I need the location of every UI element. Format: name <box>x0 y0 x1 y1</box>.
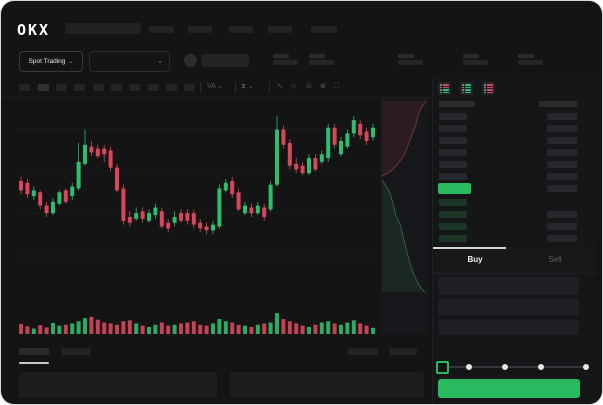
ticker-stat-1 <box>273 54 298 65</box>
ticker-stat-5 <box>518 54 543 65</box>
toolbar-divider <box>235 82 236 93</box>
search-input[interactable] <box>65 23 141 34</box>
total-input[interactable] <box>438 319 579 335</box>
history-table-placeholder <box>230 372 424 398</box>
buy-tab-underline <box>433 247 506 249</box>
ask-row-amount <box>547 137 577 144</box>
indicator-dropdown[interactable]: ⧗ ⌄ <box>241 83 254 90</box>
ask-row-amount <box>547 125 577 132</box>
product-selector-button[interactable]: Spot Trading ⌄ <box>19 51 83 72</box>
ticker-stat-4 <box>463 54 488 65</box>
toolbar-divider <box>200 82 201 93</box>
bottom-link-1[interactable] <box>348 348 378 355</box>
pair-name-placeholder <box>201 54 249 67</box>
book-header-price <box>439 101 475 107</box>
book-bids-icon[interactable] <box>460 82 473 95</box>
ask-row[interactable] <box>439 125 467 132</box>
chevron-down-icon: ⌄ <box>157 58 163 65</box>
ask-row-amount <box>547 161 577 168</box>
nav-item-1[interactable] <box>149 26 174 33</box>
price-input[interactable] <box>438 277 579 295</box>
bid-row-amount <box>547 211 577 218</box>
ask-row[interactable] <box>439 137 467 144</box>
pair-dropdown[interactable]: ⌄ <box>89 51 170 72</box>
line-tool-icon[interactable]: ∿ <box>277 83 283 90</box>
interval-button-6[interactable] <box>111 84 122 91</box>
interval-button-8[interactable] <box>148 84 159 91</box>
last-price-badge[interactable] <box>438 183 471 194</box>
interval-button-9[interactable] <box>166 84 177 91</box>
nav-item-2[interactable] <box>188 26 212 33</box>
tab-sell[interactable]: Sell <box>548 255 562 264</box>
bottom-tab-active[interactable] <box>19 348 49 355</box>
settings-icon[interactable]: ⊗ <box>320 83 326 90</box>
bid-row-amount <box>547 223 577 230</box>
bid-row[interactable] <box>439 235 467 242</box>
interval-button-3[interactable] <box>56 84 67 91</box>
coin-icon <box>184 54 197 67</box>
product-selector-label: Spot Trading <box>28 58 66 65</box>
bottom-tab-2[interactable] <box>61 348 91 355</box>
tab-buy[interactable]: Buy <box>467 255 483 264</box>
ask-row[interactable] <box>439 161 467 168</box>
ask-row-amount <box>547 113 577 120</box>
interval-button-5[interactable] <box>93 84 104 91</box>
orders-table-placeholder <box>19 372 217 398</box>
active-tab-underline <box>19 362 49 364</box>
slider-stop-100[interactable] <box>583 364 589 370</box>
eraser-tool-icon[interactable]: ◇ <box>291 83 297 90</box>
trade-tabs: Buy Sell <box>433 247 597 274</box>
slider-handle[interactable] <box>436 361 449 374</box>
fullscreen-icon[interactable]: ⛶ <box>334 83 339 90</box>
ask-row[interactable] <box>439 173 467 180</box>
bid-row[interactable] <box>439 199 467 206</box>
bid-row[interactable] <box>439 211 467 218</box>
bottom-link-2[interactable] <box>389 348 417 355</box>
candlestick-chart[interactable] <box>16 96 431 346</box>
slider-stop-25[interactable] <box>466 364 472 370</box>
ticker-stat-3 <box>398 54 423 65</box>
interval-button-2-active[interactable] <box>38 84 49 91</box>
amount-slider[interactable] <box>442 366 586 368</box>
camera-icon[interactable]: ⊙ <box>306 83 312 90</box>
ask-row[interactable] <box>439 113 467 120</box>
book-header-amount <box>539 101 577 107</box>
slider-stop-75[interactable] <box>538 364 544 370</box>
amount-input[interactable] <box>438 298 579 316</box>
chevron-down-icon: ⌄ <box>68 59 74 65</box>
order-book-panel: Buy Sell <box>432 77 597 404</box>
ask-row-amount <box>547 149 577 156</box>
interval-button-4[interactable] <box>74 84 85 91</box>
bid-row[interactable] <box>439 223 467 230</box>
interval-button-7[interactable] <box>129 84 140 91</box>
interval-button-1[interactable] <box>19 84 30 91</box>
last-price-amount <box>547 185 577 192</box>
buy-order-button[interactable] <box>438 379 580 398</box>
chart-type-dropdown[interactable]: VA ⌄ <box>207 83 224 90</box>
okx-logo: OKX <box>17 21 51 39</box>
divider <box>1 97 431 98</box>
ask-row[interactable] <box>439 149 467 156</box>
book-both-icon[interactable] <box>438 82 451 95</box>
nav-item-5[interactable] <box>311 26 337 33</box>
nav-item-3[interactable] <box>229 26 253 33</box>
book-asks-icon[interactable] <box>482 82 495 95</box>
ticker-stat-2 <box>309 54 334 65</box>
nav-item-4[interactable] <box>268 26 292 33</box>
interval-button-10[interactable] <box>184 84 195 91</box>
bid-row-amount <box>547 235 577 242</box>
toolbar-divider <box>269 82 270 93</box>
slider-stop-50[interactable] <box>502 364 508 370</box>
ask-row-amount <box>547 173 577 180</box>
